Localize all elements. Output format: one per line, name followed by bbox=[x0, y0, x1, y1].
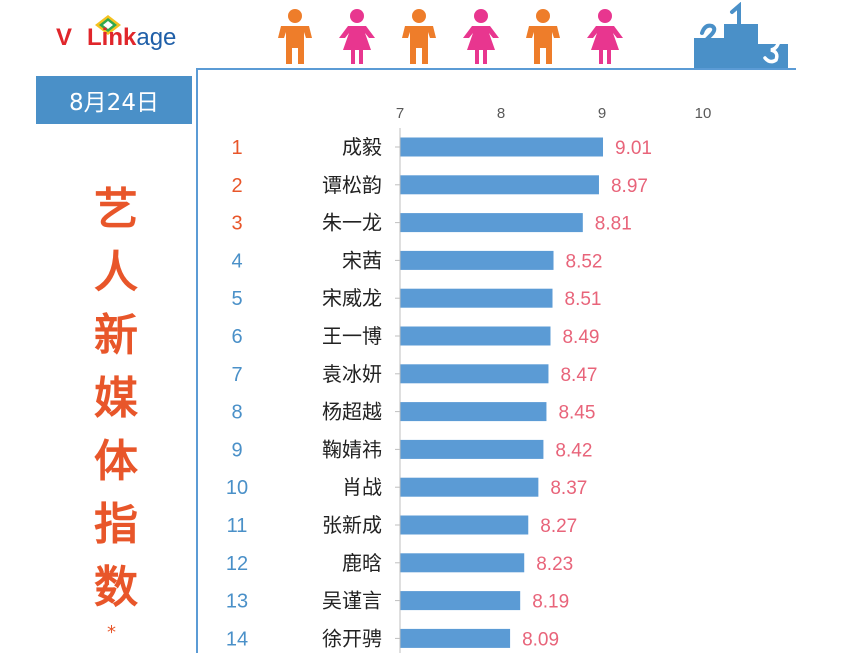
rank-label: 10 bbox=[226, 477, 248, 499]
value-label: 8.42 bbox=[555, 440, 592, 461]
category-label: 朱一龙 bbox=[322, 211, 382, 235]
category-label: 宋威龙 bbox=[322, 286, 382, 310]
footnote-asterisk: * bbox=[107, 622, 116, 643]
category-label: 成毅 bbox=[342, 135, 382, 159]
rank-label: 13 bbox=[226, 591, 248, 613]
male-person-icon bbox=[526, 9, 560, 64]
category-label: 鞠婧祎 bbox=[322, 437, 382, 461]
rank-label: 5 bbox=[231, 288, 242, 310]
category-label: 王一博 bbox=[322, 324, 382, 348]
title-char: 数 bbox=[94, 562, 138, 613]
category-label: 谭松韵 bbox=[322, 173, 382, 197]
bar bbox=[400, 288, 553, 308]
podium-icon bbox=[694, 2, 788, 68]
bar bbox=[400, 477, 539, 497]
bar bbox=[400, 402, 547, 422]
title-char: 艺 bbox=[94, 184, 138, 235]
rank-label: 11 bbox=[227, 515, 248, 537]
value-label: 8.51 bbox=[565, 289, 602, 310]
value-label: 8.23 bbox=[536, 554, 573, 575]
female-person-icon bbox=[587, 9, 623, 64]
category-label: 鹿晗 bbox=[342, 551, 382, 575]
value-label: 8.97 bbox=[611, 176, 648, 197]
value-label: 8.37 bbox=[550, 478, 587, 499]
rank-label: 3 bbox=[231, 213, 242, 235]
category-label: 张新成 bbox=[322, 513, 382, 537]
x-tick-label: 9 bbox=[598, 105, 606, 122]
male-person-icon bbox=[278, 9, 312, 64]
logo-text-link: Link bbox=[87, 24, 137, 51]
logo-text: Linkage bbox=[87, 24, 176, 52]
rank-label: 14 bbox=[226, 628, 248, 650]
rank-label: 8 bbox=[231, 402, 242, 424]
rank-label: 2 bbox=[231, 175, 242, 197]
value-label: 8.09 bbox=[522, 629, 559, 650]
bar bbox=[400, 439, 544, 459]
bar bbox=[400, 515, 529, 535]
title-char: 体 bbox=[94, 436, 138, 487]
logo-text-age: age bbox=[136, 24, 177, 51]
category-label: 吴谨言 bbox=[322, 589, 382, 613]
logo-diamond-icon bbox=[95, 15, 121, 35]
male-person-icon bbox=[402, 9, 436, 64]
female-person-icon bbox=[463, 9, 499, 64]
people-icon-row bbox=[278, 9, 623, 64]
x-tick-label: 8 bbox=[497, 105, 505, 122]
bar bbox=[400, 213, 583, 233]
x-tick-label: 10 bbox=[695, 105, 712, 122]
date-label: 8月24日 bbox=[36, 76, 192, 124]
rank-label: 7 bbox=[231, 364, 242, 386]
title-char: 人 bbox=[94, 247, 138, 298]
value-label: 8.81 bbox=[595, 214, 632, 235]
value-label: 8.49 bbox=[562, 327, 599, 348]
category-label: 肖战 bbox=[342, 475, 382, 499]
rank-label: 6 bbox=[231, 326, 242, 348]
bar bbox=[400, 250, 554, 270]
title-char: 新 bbox=[94, 310, 138, 361]
value-label: 8.19 bbox=[532, 592, 569, 613]
bar bbox=[400, 364, 549, 384]
value-label: 8.47 bbox=[560, 365, 597, 386]
value-label: 8.52 bbox=[566, 251, 603, 272]
female-person-icon bbox=[339, 9, 375, 64]
category-label: 徐开骋 bbox=[322, 626, 382, 650]
category-label: 袁冰妍 bbox=[322, 362, 382, 386]
bar bbox=[400, 553, 525, 573]
rank-label: 1 bbox=[231, 137, 242, 159]
title-char: 指 bbox=[94, 499, 138, 550]
logo-letter-v: V bbox=[56, 24, 73, 51]
value-label: 8.27 bbox=[540, 516, 577, 537]
category-label: 杨超越 bbox=[322, 400, 382, 424]
bar bbox=[400, 628, 511, 648]
rank-label: 4 bbox=[231, 250, 242, 272]
header-divider bbox=[196, 68, 796, 70]
bar bbox=[400, 175, 599, 195]
chart-vertical-title: 艺 人 新 媒 体 指 数 bbox=[78, 178, 154, 619]
rank-label: 12 bbox=[226, 553, 248, 575]
vlinkage-logo: V Linkage bbox=[56, 14, 196, 54]
bar bbox=[400, 326, 551, 346]
bar bbox=[400, 591, 521, 611]
panel-divider bbox=[196, 68, 198, 653]
value-label: 9.01 bbox=[615, 138, 652, 159]
title-char: 媒 bbox=[94, 373, 138, 424]
bar bbox=[400, 137, 604, 157]
category-label: 宋茜 bbox=[342, 248, 382, 272]
value-label: 8.45 bbox=[558, 403, 595, 424]
rank-label: 9 bbox=[231, 439, 242, 461]
x-tick-label: 7 bbox=[396, 105, 404, 122]
